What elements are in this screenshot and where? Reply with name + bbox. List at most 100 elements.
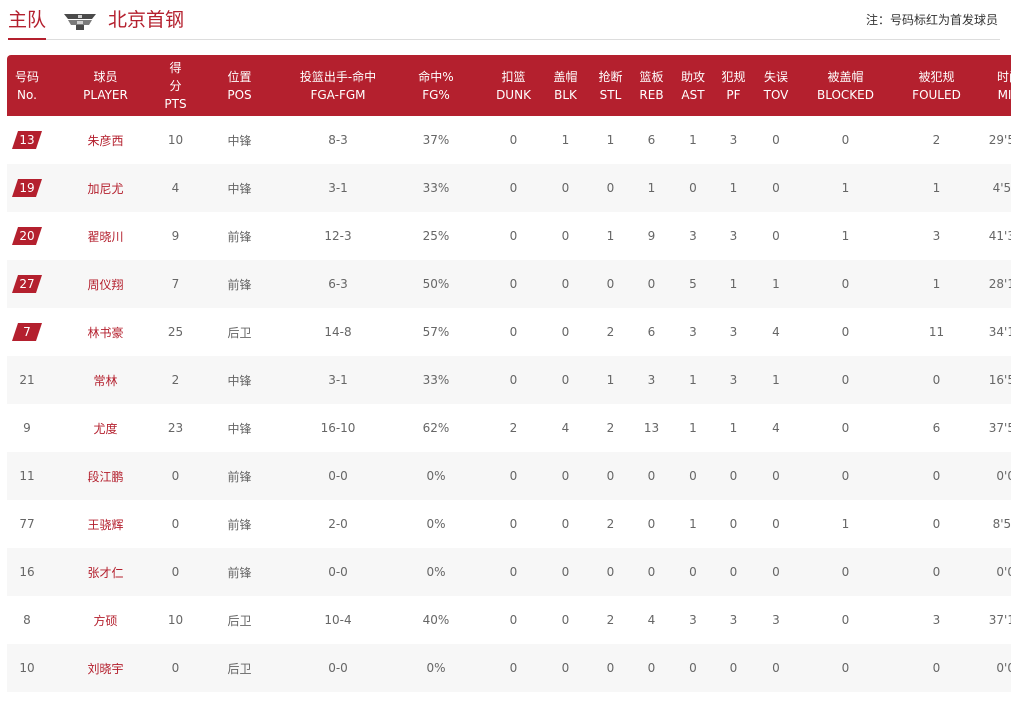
- cell-fg-pct: 40%: [422, 613, 450, 627]
- cell-fga-fgm: 2-0: [328, 517, 348, 531]
- cell-dunk: 0: [509, 469, 518, 483]
- cell-blocked: 0: [841, 373, 850, 387]
- cell-points: 23: [167, 421, 184, 435]
- column-header-cn: 命中%: [418, 69, 454, 84]
- table-row: 16 张才仁 0 前锋 0-0 0% 0 0 0 0 0 0 0 0 0 0'0'': [7, 548, 1011, 596]
- cell-rebounds: 0: [647, 565, 656, 579]
- cell-fouled: 11: [928, 325, 945, 339]
- cell-blocked: 0: [841, 325, 850, 339]
- cell-minutes: 0'0'': [996, 565, 1011, 579]
- cell-turnovers: 0: [772, 229, 780, 243]
- cell-player[interactable]: 方硕: [93, 613, 118, 628]
- cell-player[interactable]: 常林: [93, 373, 118, 388]
- table-row: 77 王骁辉 0 前锋 2-0 0% 0 0 2 0 1 0 0 1 0 8'58'': [7, 500, 1011, 548]
- cell-minutes: 37'50'': [988, 421, 1011, 435]
- player-number: 27: [19, 277, 35, 291]
- cell-number: 7: [7, 308, 47, 356]
- cell-blocks: 0: [561, 373, 570, 387]
- cell-player[interactable]: 加尼尤: [87, 181, 124, 196]
- column-header-rebounds[interactable]: 篮板 REB: [629, 55, 674, 116]
- cell-assists: 0: [689, 469, 697, 483]
- column-header-assists[interactable]: 助攻 AST: [674, 55, 712, 116]
- cell-player[interactable]: 王骁辉: [87, 517, 124, 532]
- column-header-en: MIN: [997, 87, 1011, 102]
- column-header-en: PLAYER: [83, 87, 128, 102]
- column-header-points[interactable]: 得分 PTS: [164, 55, 187, 116]
- cell-player[interactable]: 周仪翔: [87, 277, 124, 292]
- cell-steals: 0: [606, 469, 615, 483]
- cell-fouled: 0: [932, 373, 941, 387]
- column-header-en: FGA-FGM: [310, 87, 366, 102]
- column-header-blocked[interactable]: 被盖帽 BLOCKED: [797, 55, 894, 116]
- cell-blocked: 0: [841, 661, 850, 675]
- team-name[interactable]: 北京首钢: [108, 9, 185, 31]
- cell-assists: 0: [689, 565, 697, 579]
- cell-steals: 1: [606, 373, 615, 387]
- table-row: 20 翟晓川 9 前锋 12-3 25% 0 0 1 9 3 3 0 1 3 41'39'': [7, 212, 1011, 260]
- cell-player[interactable]: 尤度: [93, 421, 118, 436]
- tab-home-team[interactable]: 主队: [8, 8, 47, 40]
- table-header-row: 号码 No. 球员 PLAYER 得分 PTS 位置 POS 投篮出手-命中 FGA-FGM 命中%…: [7, 55, 1011, 116]
- cell-number: 21: [19, 373, 35, 387]
- column-header-turnovers[interactable]: 失误 TOV: [755, 55, 797, 116]
- cell-player[interactable]: 刘晓宇: [87, 661, 124, 676]
- cell-turnovers: 0: [772, 133, 780, 147]
- column-header-cn: 位置: [227, 69, 252, 84]
- cell-rebounds: 9: [647, 229, 656, 243]
- cell-rebounds: 0: [647, 517, 656, 531]
- column-header-en: BLOCKED: [816, 87, 874, 102]
- cell-assists: 3: [689, 229, 697, 243]
- column-header-blocks[interactable]: 盖帽 BLK: [539, 55, 592, 116]
- cell-fouls: 0: [729, 565, 738, 579]
- cell-dunk: 0: [509, 277, 518, 291]
- cell-fouls: 0: [729, 517, 738, 531]
- cell-fouled: 0: [932, 517, 941, 531]
- cell-turnovers: 1: [772, 373, 780, 387]
- column-header-fg-pct[interactable]: 命中% FG%: [384, 55, 488, 116]
- cell-steals: 0: [606, 565, 615, 579]
- cell-player[interactable]: 张才仁: [87, 565, 124, 580]
- column-header-position[interactable]: 位置 POS: [187, 55, 292, 116]
- cell-blocked: 0: [841, 613, 850, 627]
- cell-minutes: 16'56'': [988, 373, 1011, 387]
- cell-position: 前锋: [227, 517, 252, 532]
- cell-player[interactable]: 翟晓川: [87, 229, 124, 244]
- cell-number: 10: [19, 661, 35, 675]
- cell-fouls: 3: [729, 373, 738, 387]
- cell-fga-fgm: 16-10: [320, 421, 356, 435]
- column-header-dunk[interactable]: 扣篮 DUNK: [488, 55, 539, 116]
- column-header-fga-fgm[interactable]: 投篮出手-命中 FGA-FGM: [292, 55, 384, 116]
- cell-rebounds: 0: [647, 661, 656, 675]
- cell-dunk: 0: [509, 373, 518, 387]
- column-header-steals[interactable]: 抢断 STL: [592, 55, 629, 116]
- cell-position: 后卫: [227, 325, 252, 340]
- team-header: 主队 北京首钢 注：号码标红为首发球员: [8, 0, 1000, 40]
- cell-steals: 2: [606, 517, 615, 531]
- cell-turnovers: 3: [772, 613, 780, 627]
- player-number: 7: [23, 325, 31, 339]
- cell-fouled: 3: [932, 613, 941, 627]
- cell-player[interactable]: 朱彦西: [87, 133, 124, 148]
- cell-player[interactable]: 林书豪: [87, 325, 124, 340]
- column-header-minutes[interactable]: 时间 MIN: [979, 55, 1011, 116]
- cell-steals: 0: [606, 661, 615, 675]
- cell-points: 2: [171, 373, 180, 387]
- cell-fga-fgm: 0-0: [328, 661, 348, 675]
- cell-blocked: 0: [841, 133, 850, 147]
- cell-blocked: 0: [841, 421, 850, 435]
- player-number: 19: [19, 181, 35, 195]
- cell-player[interactable]: 段江鹏: [87, 469, 124, 484]
- cell-steals: 2: [606, 325, 615, 339]
- column-header-cn: 球员: [93, 69, 118, 84]
- column-header-fouls[interactable]: 犯规 PF: [712, 55, 755, 116]
- column-header-en: REB: [639, 87, 664, 102]
- cell-fouls: 1: [729, 181, 738, 195]
- player-number: 13: [19, 133, 35, 147]
- cell-minutes: 0'0'': [996, 661, 1011, 675]
- cell-fouled: 0: [932, 565, 941, 579]
- column-header-number[interactable]: 号码 No.: [7, 55, 47, 116]
- column-header-player[interactable]: 球员 PLAYER: [47, 55, 164, 116]
- table-row: 11 段江鹏 0 前锋 0-0 0% 0 0 0 0 0 0 0 0 0 0'0'': [7, 452, 1011, 500]
- column-header-fouled[interactable]: 被犯规 FOULED: [894, 55, 979, 116]
